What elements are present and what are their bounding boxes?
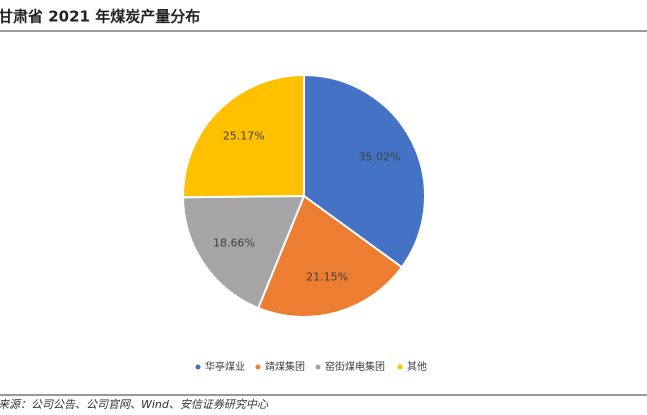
source: 来源：公司公告、公司官网、Wind、安信证券研究中心 [0, 398, 269, 411]
pie-slice [182, 73, 305, 199]
legend-marker [397, 364, 403, 370]
pie-slice [181, 194, 306, 310]
legend-marker [315, 364, 321, 370]
legend-label: 其他 [407, 360, 427, 373]
data-label: 25.17% [223, 129, 265, 142]
legend-marker [195, 364, 201, 370]
pie-slice [303, 73, 426, 269]
chart-title: 甘肃省 2021 年煤炭产量分布 [0, 8, 200, 26]
legend-label: 华亭煤业 [205, 360, 245, 373]
pie-slice [256, 194, 404, 318]
data-label: 21.15% [306, 270, 348, 283]
legend-marker [255, 364, 261, 370]
data-label: 18.66% [213, 237, 255, 250]
legend-label: 靖煤集团 [265, 360, 305, 373]
data-label: 35.02% [359, 151, 401, 164]
legend-label: 窑街煤电集团 [325, 360, 385, 373]
